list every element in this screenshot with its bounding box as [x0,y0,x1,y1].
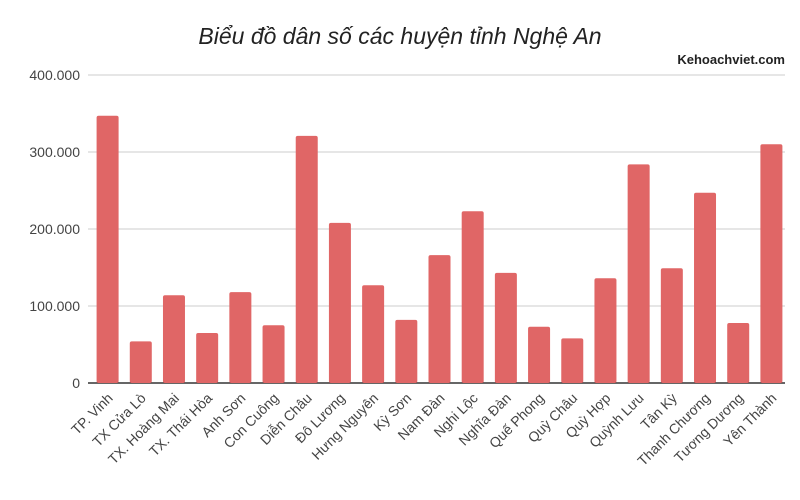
bar [594,278,617,383]
bar [96,115,119,383]
bar [694,192,717,383]
bar [727,322,750,383]
y-tick-label: 0 [72,375,80,391]
bar [295,135,318,383]
bar [494,272,517,383]
bar [528,326,551,383]
bar [760,144,783,383]
bar [395,319,418,383]
watermark: Kehoachviet.com [677,52,785,67]
bar [328,222,351,383]
bar [362,285,385,383]
y-tick-label: 300.000 [29,144,80,160]
chart-title: Biểu đồ dân số các huyện tỉnh Nghệ An [198,23,601,49]
bar [428,255,451,383]
bar [229,292,252,383]
bar [162,295,185,383]
bar [129,341,152,383]
bar [196,332,219,383]
bar [461,211,484,383]
bar [627,164,650,383]
bar [660,268,683,383]
bar [262,325,285,383]
bar [561,338,584,383]
y-tick-label: 400.000 [29,67,80,83]
y-tick-label: 100.000 [29,298,80,314]
y-tick-label: 200.000 [29,221,80,237]
